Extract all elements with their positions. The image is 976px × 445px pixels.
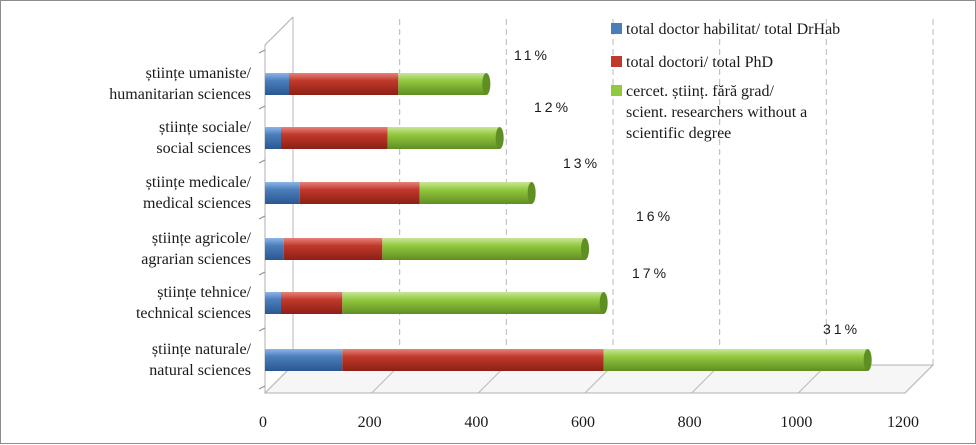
category-tick-mark	[258, 215, 266, 220]
data-label: 11%	[514, 47, 550, 63]
bar-segment-3	[342, 292, 604, 314]
category-label: științe sociale/social sciences	[156, 119, 251, 157]
data-label: 31%	[823, 321, 860, 337]
category-label-line: științe agricole/	[152, 230, 252, 247]
category-label-line: medical sciences	[143, 195, 251, 212]
bar-segment-3	[603, 349, 868, 371]
category-label-line: social sciences	[156, 140, 251, 157]
category-label-line: științe naturale/	[152, 341, 252, 358]
bar-segment-2	[281, 127, 388, 149]
category-label: științe naturale/natural sciences	[149, 341, 251, 379]
bar-segment-1	[265, 182, 300, 204]
bar-segment-1	[265, 238, 284, 260]
x-tick-label: 1200	[887, 414, 919, 431]
x-tick-label: 800	[678, 414, 702, 431]
category-label: științe umaniste/humanitarian sciences	[109, 65, 251, 103]
bar-segment-3	[398, 73, 487, 95]
bar-segment-2	[299, 182, 420, 204]
category-label-line: științe tehnice/	[157, 284, 251, 301]
category-label: științe agricole/agrarian sciences	[141, 230, 251, 268]
data-label: 17%	[632, 265, 669, 281]
legend-entry-line: total doctori/ total PhD	[626, 54, 773, 71]
bar-segment-2	[281, 292, 343, 314]
bar-segment-1	[265, 73, 289, 95]
bar-segment-3	[419, 182, 532, 204]
bar-segment-3	[382, 238, 585, 260]
category-tick-mark	[258, 271, 266, 276]
data-label: 12%	[534, 99, 571, 115]
legend-entry-line: scientific degree	[626, 125, 731, 142]
legend-entry-line: cercet. științ. fără grad/	[626, 83, 774, 100]
data-label: 13%	[563, 155, 600, 171]
bar-end-cap	[482, 73, 491, 95]
legend-swatch-1	[611, 23, 622, 34]
bar-end-cap	[527, 182, 536, 204]
legend-swatch-3	[611, 85, 622, 96]
category-label: științe tehnice/technical sciences	[136, 284, 252, 322]
bar-segment-2	[289, 73, 399, 95]
category-label-line: științe sociale/	[159, 119, 252, 136]
category-tick-mark	[258, 49, 266, 54]
x-tick-label: 400	[464, 414, 488, 431]
bar-segment-2	[283, 238, 383, 260]
x-tick-label: 0	[259, 414, 267, 431]
legend-entry-2: total doctori/ total PhD	[626, 54, 773, 71]
x-tick-label: 200	[358, 414, 382, 431]
bar-end-cap	[495, 127, 504, 149]
legend-swatch-2	[611, 56, 622, 67]
bar-segment-1	[265, 127, 281, 149]
category-label-line: agrarian sciences	[141, 251, 251, 268]
category-label-line: științe medicale/	[146, 174, 252, 191]
legend-entry-line: total doctor habilitat/ total DrHab	[626, 21, 840, 38]
bar-end-cap	[863, 349, 872, 371]
legend-entry-1: total doctor habilitat/ total DrHab	[626, 21, 840, 38]
category-label: științe medicale/medical sciences	[143, 174, 252, 212]
bar-segment-3	[387, 127, 500, 149]
legend-entry-line: scient. researchers without a	[626, 104, 807, 121]
category-tick-mark	[258, 159, 266, 164]
data-label: 16%	[636, 208, 673, 224]
bar-segment-1	[265, 349, 343, 371]
bar-end-cap	[581, 238, 589, 260]
category-tick-mark	[258, 385, 266, 390]
bar-end-cap	[599, 292, 608, 314]
category-label-line: științe umaniste/	[146, 65, 252, 82]
axis-wall-left	[264, 16, 294, 393]
bar-segment-1	[265, 292, 281, 314]
bar-segment-2	[342, 349, 604, 371]
category-tick-mark	[258, 327, 266, 332]
x-tick-label: 600	[571, 414, 595, 431]
category-label-line: humanitarian sciences	[109, 86, 251, 103]
category-label-line: technical sciences	[136, 305, 251, 322]
category-tick-mark	[258, 105, 266, 110]
category-label-line: natural sciences	[149, 362, 251, 379]
gridline-floor	[904, 364, 934, 394]
legend-entry-3: cercet. științ. fără grad/scient. resear…	[626, 83, 807, 142]
x-tick-label: 1000	[780, 414, 812, 431]
